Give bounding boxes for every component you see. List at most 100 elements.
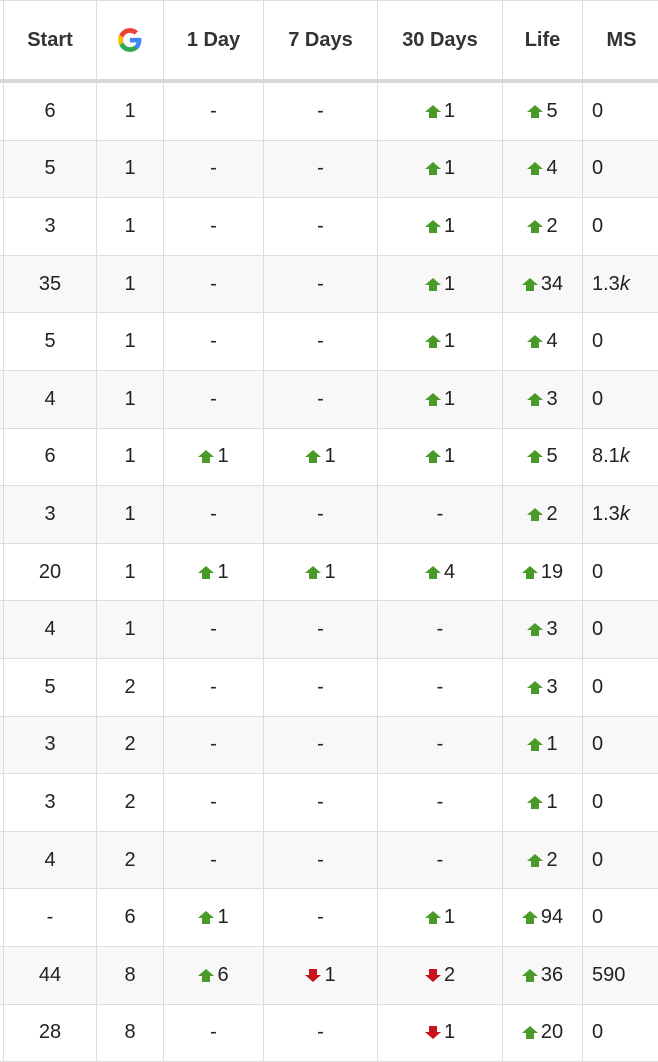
day1-cell: - <box>164 1004 264 1062</box>
google-cell: 1 <box>97 255 164 313</box>
life-cell: 20 <box>503 1004 583 1062</box>
days30-cell: - <box>378 601 503 659</box>
arrow-up-icon <box>527 796 543 809</box>
start-cell: - <box>4 889 97 947</box>
cell-value: - <box>210 215 217 237</box>
change-value: 1 <box>546 791 557 813</box>
ms-cell: 0 <box>583 716 658 774</box>
google-cell: 1 <box>97 140 164 198</box>
cell-value: - <box>317 157 324 179</box>
arrow-up-icon <box>425 335 441 348</box>
change-value: 5 <box>546 445 557 467</box>
cell-value: 5 <box>44 330 55 352</box>
start-cell: 35 <box>4 255 97 313</box>
start-cell: 5 <box>4 140 97 198</box>
change-value: 6 <box>217 964 228 986</box>
days7-cell: - <box>264 1004 378 1062</box>
change-value: 2 <box>546 849 557 871</box>
header-30-days[interactable]: 30 Days <box>378 1 503 82</box>
change-value: 2 <box>444 964 455 986</box>
ms-value: 0 <box>592 676 603 698</box>
change-value: 1 <box>444 906 455 928</box>
header-7-days[interactable]: 7 Days <box>264 1 378 82</box>
cell-value: - <box>210 676 217 698</box>
life-cell: 3 <box>503 658 583 716</box>
cell-value: 1 <box>124 503 135 525</box>
day1-cell: - <box>164 140 264 198</box>
change-value: 1 <box>444 1021 455 1043</box>
change-value: 1 <box>217 906 228 928</box>
arrow-up-icon <box>527 220 543 233</box>
cell-value: 5 <box>44 676 55 698</box>
arrow-down-icon <box>425 969 441 982</box>
ms-cell: 0 <box>583 658 658 716</box>
start-cell: 4 <box>4 370 97 428</box>
cell-value: 8 <box>124 1021 135 1043</box>
header-ms[interactable]: MS <box>583 1 658 82</box>
cell-value: 5 <box>44 157 55 179</box>
arrow-down-icon <box>425 1026 441 1039</box>
cell-value: - <box>210 849 217 871</box>
arrow-up-icon <box>425 162 441 175</box>
cell-value: - <box>210 157 217 179</box>
cell-value: - <box>317 100 324 122</box>
cell-value: - <box>437 676 444 698</box>
google-cell: 2 <box>97 774 164 832</box>
ms-value: 0 <box>592 791 603 813</box>
ms-value: 0 <box>592 215 603 237</box>
cell-value: - <box>317 733 324 755</box>
arrow-up-icon <box>198 911 214 924</box>
cell-value: - <box>437 849 444 871</box>
arrow-down-icon <box>305 969 321 982</box>
days7-cell: - <box>264 716 378 774</box>
days7-cell: - <box>264 81 378 140</box>
change-value: 1 <box>217 445 228 467</box>
cell-value: 1 <box>124 618 135 640</box>
days7-cell: 1 <box>264 428 378 486</box>
days7-cell: - <box>264 140 378 198</box>
arrow-up-icon <box>522 278 538 291</box>
ms-value: 0 <box>592 906 603 928</box>
cell-value: 35 <box>39 273 61 295</box>
change-value: 1 <box>444 273 455 295</box>
day1-cell: 1 <box>164 428 264 486</box>
cell-value: - <box>437 503 444 525</box>
change-value: 1 <box>444 445 455 467</box>
header-google[interactable] <box>97 1 164 82</box>
arrow-up-icon <box>198 969 214 982</box>
days7-cell: - <box>264 658 378 716</box>
google-cell: 8 <box>97 1004 164 1062</box>
ms-value: 0 <box>592 100 603 122</box>
days7-cell: - <box>264 198 378 256</box>
days30-cell: - <box>378 716 503 774</box>
ms-value: 0 <box>592 561 603 583</box>
start-cell: 6 <box>4 81 97 140</box>
cell-value: - <box>317 1021 324 1043</box>
cell-value: 4 <box>44 618 55 640</box>
day1-cell: - <box>164 658 264 716</box>
change-value: 3 <box>546 388 557 410</box>
days30-cell: - <box>378 486 503 544</box>
ms-unit: k <box>620 273 630 295</box>
google-cell: 1 <box>97 543 164 601</box>
days30-cell: 1 <box>378 370 503 428</box>
ms-cell: 0 <box>583 81 658 140</box>
arrow-up-icon <box>527 393 543 406</box>
change-value: 34 <box>541 273 563 295</box>
header-life[interactable]: Life <box>503 1 583 82</box>
cell-value: - <box>210 503 217 525</box>
arrow-up-icon <box>527 623 543 636</box>
google-cell: 1 <box>97 428 164 486</box>
ms-cell: 0 <box>583 1004 658 1062</box>
header-start[interactable]: Start <box>4 1 97 82</box>
start-cell: 5 <box>4 313 97 371</box>
header-1-day[interactable]: 1 Day <box>164 1 264 82</box>
ms-value: 590 <box>592 964 625 986</box>
